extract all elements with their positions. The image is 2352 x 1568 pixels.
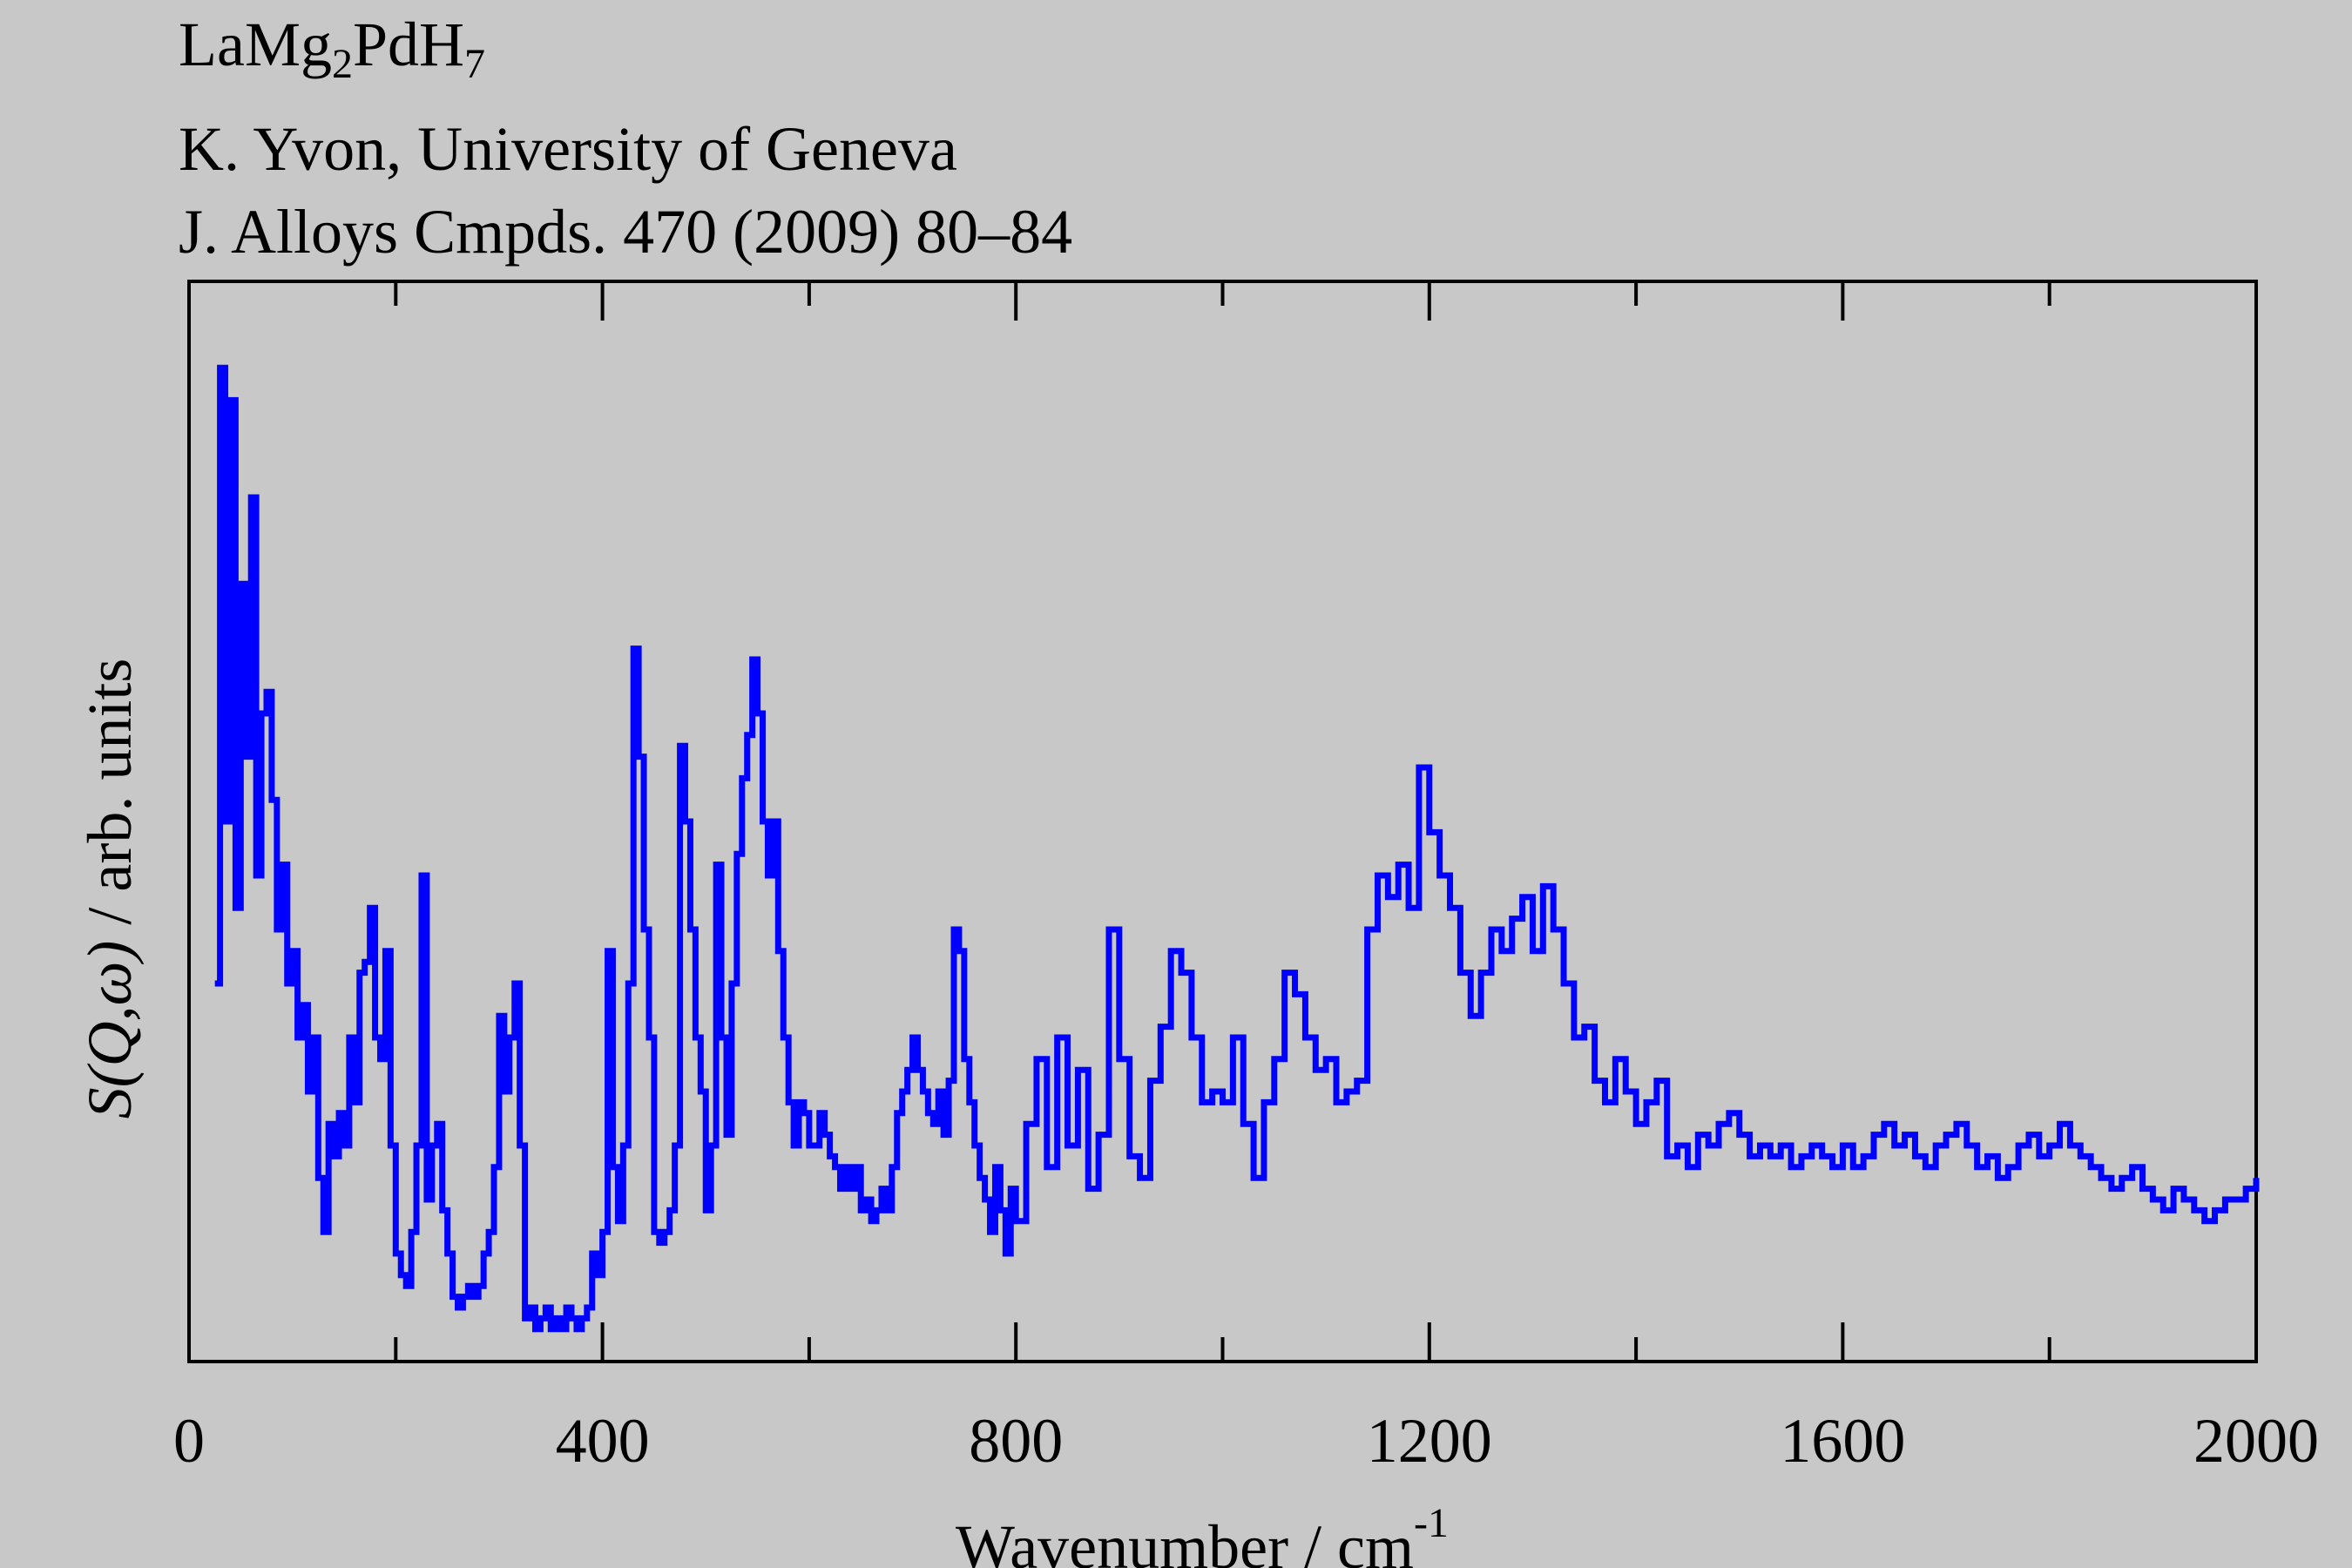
x-tick-label-800: 800 [969, 1406, 1063, 1476]
x-tick-label-0: 0 [173, 1406, 205, 1476]
plot-frame [187, 280, 2258, 1363]
chart-author: K. Yvon, University of Geneva [179, 114, 957, 184]
x-axis-label: Wavenumber / cm-1 [956, 1500, 1449, 1568]
x-tick-label-1600: 1600 [1780, 1406, 1905, 1476]
x-axis-ticks [187, 281, 2258, 1362]
chart-reference: J. Alloys Cmpds. 470 (2009) 80–84 [179, 197, 1072, 267]
x-tick-label-2000: 2000 [2193, 1406, 2319, 1476]
y-axis-label: S(Q,ω) / arb. units [75, 659, 145, 1119]
x-tick-label-1200: 1200 [1367, 1406, 1492, 1476]
chart-title: LaMg2PdH7 [179, 10, 485, 87]
x-tick-label-400: 400 [556, 1406, 650, 1476]
series-line [214, 364, 2260, 1333]
x-axis-tick-labels: 0 400 800 1200 1600 2000 [173, 1406, 2319, 1476]
